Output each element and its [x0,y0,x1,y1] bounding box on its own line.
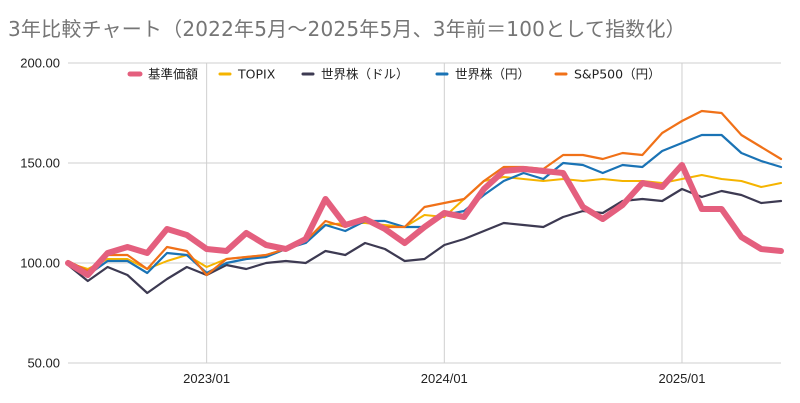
chart-title: 3年比較チャート（2022年5月〜2025年5月、3年前＝100として指数化） [8,17,686,41]
y-tick-label: 100.00 [20,256,60,271]
series-line-world-usd [66,187,783,295]
legend-label: TOPIX [237,67,276,82]
legend-label: S&P500（円） [574,67,661,82]
x-tick-label: 2023/01 [183,371,230,386]
series-line-world-jpy [66,133,783,277]
legend-label: 基準価額 [148,67,199,82]
y-tick-label: 200.00 [20,56,60,71]
series-line-sp500-jpy [66,109,783,277]
legend-label: 世界株（ドル） [321,67,409,82]
y-tick-label: 150.00 [20,156,60,171]
legend-label: 世界株（円） [455,67,530,82]
y-tick-label: 50.00 [27,356,60,371]
series-line-nav [65,162,784,278]
x-tick-label: 2024/01 [421,371,468,386]
x-tick-label: 2025/01 [658,371,705,386]
